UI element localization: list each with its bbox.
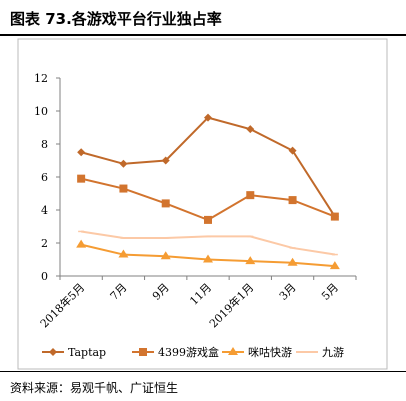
- legend-label-2: 4399游戏盒: [158, 345, 219, 359]
- legend-marker-3: [228, 347, 238, 355]
- data-point: [204, 215, 212, 224]
- legend: Taptap 4399游戏盒 咪咕快游 九游: [42, 345, 344, 359]
- y-tick-label: 2: [41, 237, 48, 250]
- data-point: [76, 239, 87, 248]
- data-point: [288, 196, 297, 205]
- figure-title: 图表 73.各游戏平台行业独占率: [10, 10, 222, 28]
- y-tick-label: 8: [41, 138, 48, 151]
- data-point: [160, 251, 171, 260]
- title-bar: 图表 73.各游戏平台行业独占率: [0, 0, 406, 36]
- source-bar: 资料来源：易观千帆、广证恒生: [0, 371, 406, 401]
- data-point: [246, 125, 255, 134]
- data-point: [204, 113, 212, 122]
- data-point: [77, 174, 86, 183]
- data-point: [330, 212, 339, 221]
- legend-marker-1: [49, 348, 57, 356]
- data-point: [287, 257, 298, 266]
- data-point: [329, 261, 340, 270]
- legend-marker-2: [139, 348, 147, 356]
- data-point: [245, 256, 256, 265]
- data-point: [118, 249, 129, 258]
- y-tick-label: 0: [41, 270, 48, 283]
- data-point: [77, 148, 86, 157]
- data-point: [119, 159, 128, 168]
- legend-label-3: 咪咕快游: [248, 346, 292, 359]
- data-point: [246, 191, 255, 200]
- data-point: [119, 184, 128, 193]
- legend-label-4: 九游: [322, 346, 344, 359]
- data-point: [203, 254, 213, 263]
- y-tick-label: 6: [41, 171, 48, 184]
- legend-label-1: Taptap: [68, 346, 106, 359]
- data-point: [161, 156, 170, 165]
- chart-frame: [17, 38, 388, 370]
- y-tick-label: 10: [34, 105, 48, 118]
- y-tick-label: 4: [41, 204, 48, 217]
- y-tick-label: 12: [34, 72, 48, 85]
- data-point: [161, 199, 170, 208]
- data-point: [288, 146, 297, 155]
- source-note: 资料来源：易观千帆、广证恒生: [10, 381, 179, 395]
